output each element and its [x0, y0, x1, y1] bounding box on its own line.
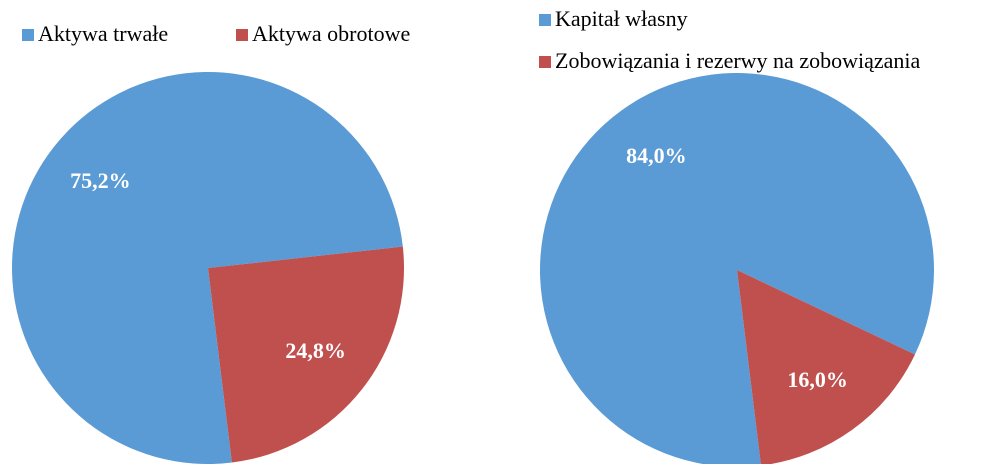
legend-label: Kapitał własny	[555, 6, 688, 31]
legend-swatch	[236, 29, 248, 41]
pie-slice	[737, 270, 915, 464]
data-label: 75,2%	[70, 168, 131, 193]
legend-swatch	[22, 29, 34, 41]
legend-label: Aktywa obrotowe	[252, 21, 410, 46]
pie-slice	[208, 246, 405, 463]
legend-swatch	[539, 14, 551, 26]
legend-label: Zobowiązania i rezerwy na zobowiązania	[555, 48, 920, 73]
data-label: 24,8%	[285, 338, 346, 363]
legend-swatch	[539, 56, 551, 68]
data-label: 16,0%	[787, 367, 848, 392]
pie-slice	[12, 72, 403, 464]
data-label: 84,0%	[626, 143, 687, 168]
pie-slice	[540, 73, 934, 464]
legend-label: Aktywa trwałe	[38, 21, 168, 46]
